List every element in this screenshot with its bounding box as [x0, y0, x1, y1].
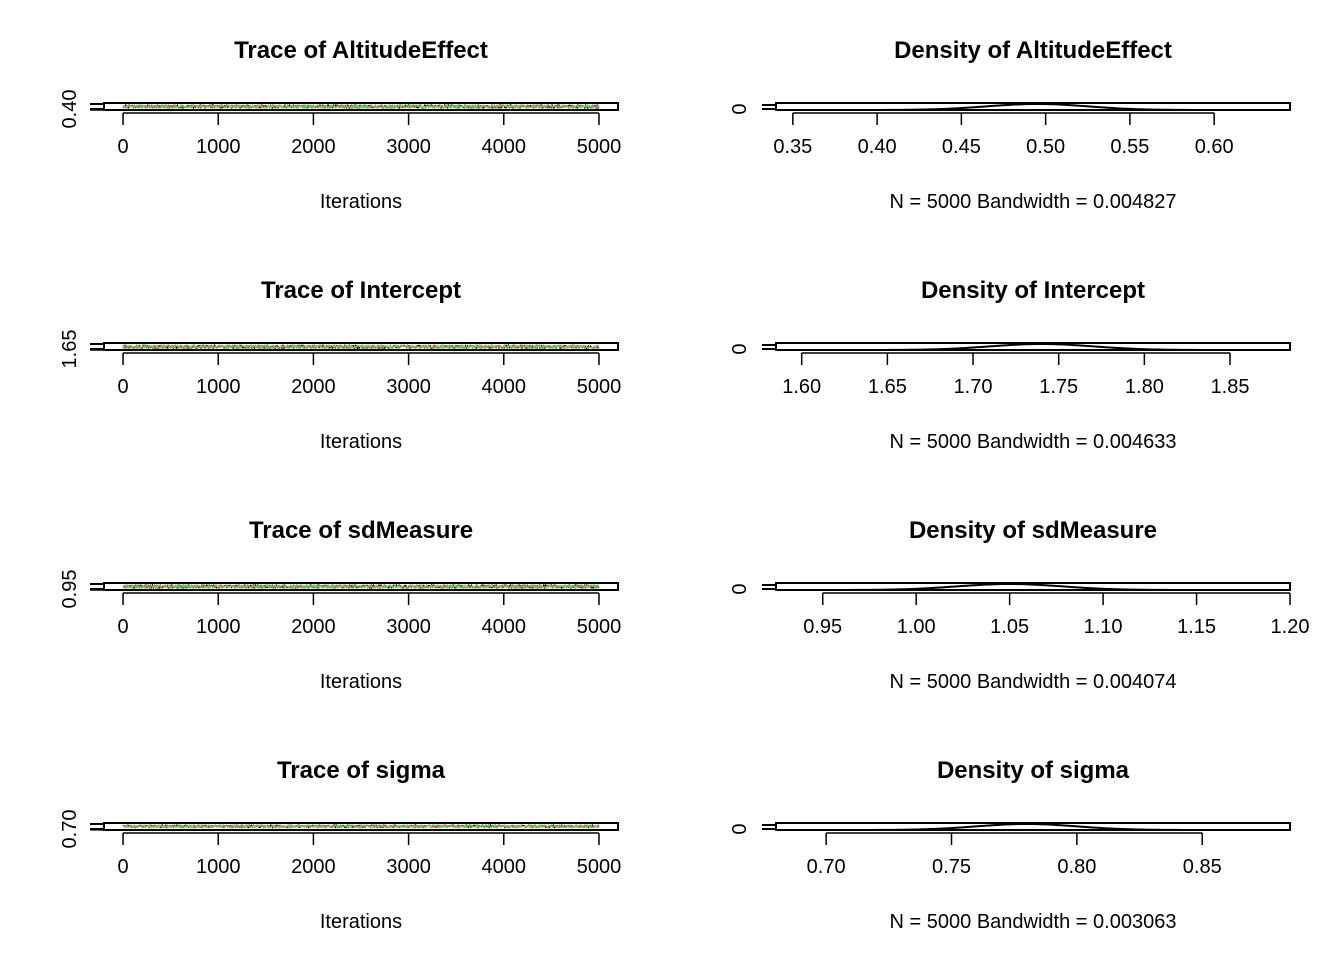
x-axis-label: N = 5000 Bandwidth = 0.004074 — [890, 671, 1177, 693]
x-tick-label: 1.10 — [1084, 616, 1123, 638]
x-tick-label: 1.85 — [1211, 376, 1250, 398]
x-tick-label: 5000 — [577, 136, 622, 158]
x-tick-label: 5000 — [577, 856, 622, 878]
plot-box — [103, 822, 619, 831]
x-tick-label: 1.65 — [868, 376, 907, 398]
panel-trace-1: Trace of Intercept 1.65 0 1000 2000 3000 4000 5… — [59, 277, 621, 453]
plot-box — [775, 342, 1291, 351]
panel-title: Trace of AltitudeEffect — [234, 37, 488, 64]
trace-series-3 — [122, 103, 600, 110]
x-tick-label: 1.00 — [897, 616, 936, 638]
trace-lines — [122, 343, 600, 350]
panel-title: Density of Intercept — [921, 277, 1145, 304]
x-axis-label: Iterations — [320, 431, 402, 453]
plot-box — [103, 102, 619, 111]
x-tick-label: 1.15 — [1177, 616, 1216, 638]
plot-box — [103, 342, 619, 351]
x-tick-label: 0.70 — [807, 856, 846, 878]
plot-box — [775, 582, 1291, 591]
x-tick-label: 0.50 — [1026, 136, 1065, 158]
y-tick-label: 0 — [729, 103, 751, 114]
panel-density-2: Density of sdMeasure 0 0.95 1.00 1.05 1.10 1.1… — [729, 517, 1309, 693]
x-tick-label: 1.20 — [1271, 616, 1310, 638]
x-tick-label: 2000 — [291, 136, 336, 158]
panel-title: Trace of Intercept — [261, 277, 461, 304]
x-tick-label: 3000 — [386, 856, 431, 878]
panel-trace-2: Trace of sdMeasure 0.95 0 1000 2000 3000 4000 5… — [59, 517, 621, 693]
x-tick-label: 0.35 — [773, 136, 812, 158]
x-tick-label: 3000 — [386, 376, 431, 398]
y-tick-label: 0.40 — [59, 90, 81, 129]
y-tick-label: 0.70 — [59, 810, 81, 849]
x-axis-label: Iterations — [320, 191, 402, 213]
x-axis-label: Iterations — [320, 911, 402, 933]
x-tick-label: 0.80 — [1057, 856, 1096, 878]
x-tick-label: 2000 — [291, 376, 336, 398]
x-tick-label: 4000 — [482, 616, 527, 638]
x-tick-label: 4000 — [482, 856, 527, 878]
x-tick-label: 3000 — [386, 136, 431, 158]
x-tick-label: 4000 — [482, 136, 527, 158]
x-tick-label: 0.75 — [932, 856, 971, 878]
x-tick-label: 1.60 — [782, 376, 821, 398]
y-tick-label: 0.95 — [59, 570, 81, 609]
trace-lines — [122, 103, 600, 110]
panel-trace-3: Trace of sigma 0.70 0 1000 2000 3000 4000 5000 I… — [59, 757, 621, 933]
plot-box — [103, 582, 619, 591]
panel-density-0: Density of AltitudeEffect 0 0.35 0.40 0.45 0.… — [729, 37, 1291, 213]
trace-series-3 — [122, 583, 600, 590]
x-axis-label: N = 5000 Bandwidth = 0.004827 — [890, 191, 1177, 213]
x-tick-label: 5000 — [577, 616, 622, 638]
plot-box — [775, 102, 1291, 111]
x-tick-label: 1.70 — [954, 376, 993, 398]
x-tick-label: 0 — [117, 136, 128, 158]
x-tick-label: 1.80 — [1125, 376, 1164, 398]
plot-box — [775, 822, 1291, 831]
panel-title: Density of sigma — [937, 757, 1130, 784]
y-tick-label: 0 — [729, 583, 751, 594]
x-tick-label: 1.05 — [990, 616, 1029, 638]
panel-density-3: Density of sigma 0 0.70 0.75 0.80 0.85 N = 500… — [729, 757, 1291, 933]
y-tick-label: 0 — [729, 823, 751, 834]
panel-density-1: Density of Intercept 0 1.60 1.65 1.70 1.75 1.8… — [729, 277, 1291, 453]
x-tick-label: 2000 — [291, 616, 336, 638]
trace-series-3 — [122, 343, 600, 350]
x-axis-label: Iterations — [320, 671, 402, 693]
x-tick-label: 5000 — [577, 376, 622, 398]
x-tick-label: 0 — [117, 616, 128, 638]
panel-title: Trace of sigma — [277, 757, 446, 784]
panel-title: Density of AltitudeEffect — [894, 37, 1172, 64]
x-tick-label: 0.55 — [1110, 136, 1149, 158]
panel-title: Trace of sdMeasure — [249, 517, 473, 544]
x-tick-label: 0.40 — [858, 136, 897, 158]
x-axis-label: N = 5000 Bandwidth = 0.004633 — [890, 431, 1177, 453]
x-tick-label: 0.60 — [1195, 136, 1234, 158]
trace-series-3 — [122, 823, 600, 829]
x-tick-label: 1000 — [196, 856, 241, 878]
trace-lines — [122, 583, 600, 590]
x-tick-label: 0.95 — [803, 616, 842, 638]
x-tick-label: 4000 — [482, 376, 527, 398]
x-tick-label: 0.85 — [1183, 856, 1222, 878]
x-tick-label: 1000 — [196, 136, 241, 158]
x-tick-label: 1000 — [196, 616, 241, 638]
y-tick-label: 0 — [729, 343, 751, 354]
x-tick-label: 0 — [117, 856, 128, 878]
x-tick-label: 2000 — [291, 856, 336, 878]
x-tick-label: 3000 — [386, 616, 431, 638]
x-tick-label: 1000 — [196, 376, 241, 398]
x-tick-label: 1.75 — [1039, 376, 1078, 398]
y-tick-label: 1.65 — [59, 330, 81, 369]
trace-lines — [122, 823, 600, 830]
panel-title: Density of sdMeasure — [909, 517, 1157, 544]
x-tick-label: 0 — [117, 376, 128, 398]
panel-trace-0: Trace of AltitudeEffect 0.40 0 1000 2000 3000… — [59, 37, 621, 213]
x-axis-label: N = 5000 Bandwidth = 0.003063 — [890, 911, 1177, 933]
x-tick-label: 0.45 — [942, 136, 981, 158]
